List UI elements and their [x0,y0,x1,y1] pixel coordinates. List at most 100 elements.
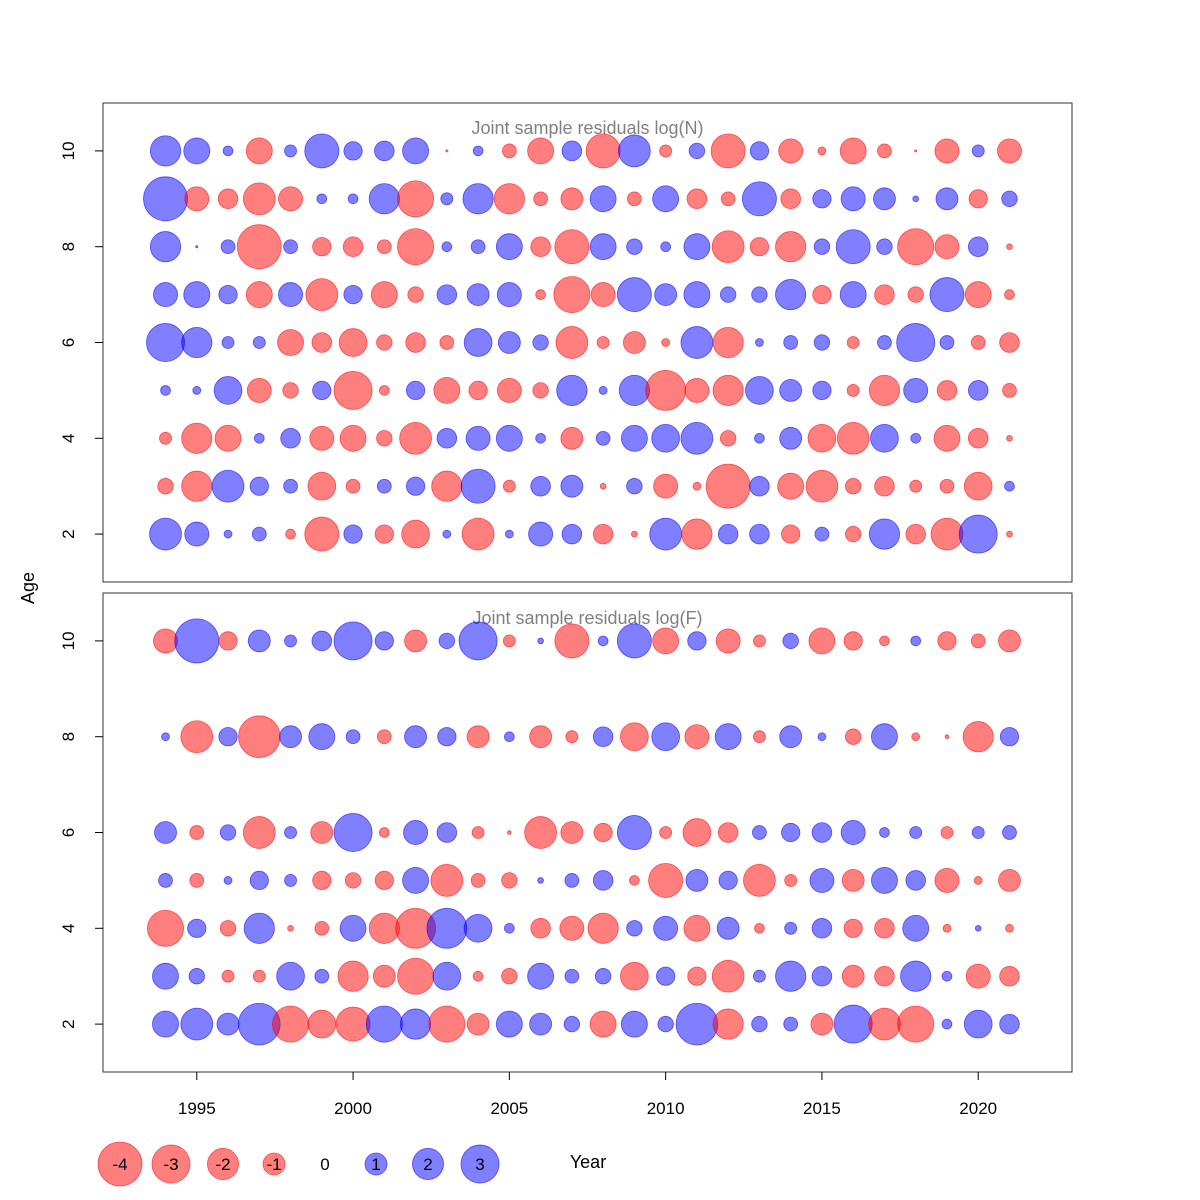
bubble-age2-1998 [272,1005,310,1043]
bubble-age10-2018 [914,149,918,153]
bubble-age4-2017 [870,423,899,453]
bubble-age4-2021 [1005,923,1014,933]
bubble-age3-2001 [376,478,392,494]
bubble-age2-2000 [343,524,363,544]
bubble-age3-2021 [999,965,1020,987]
bubble-age5-2009 [629,875,640,886]
legend-bubble [151,1144,191,1184]
bubble-age5-2012 [718,870,738,891]
bubble-age7-2008 [590,282,616,308]
bubble-age6-2005 [497,331,521,354]
bubble-age4-1995 [181,422,213,454]
bubble-age6-2008 [593,822,613,843]
bubble-age8-2013 [749,237,770,257]
bubble-age6-2000 [338,328,368,357]
bubble-age2-2021 [1006,530,1013,538]
bubble-age5-1994 [158,873,173,888]
bubble-age6-1997 [242,816,276,849]
bubble-age5-1994 [160,385,171,396]
bubble-age10-2005 [501,143,517,159]
bubble-age9-1997 [242,182,276,216]
bubble-age4-2001 [368,912,400,944]
bubble-age6-1997 [252,336,266,349]
bubble-age6-2004 [471,826,485,839]
bubble-age8-2007 [554,229,590,265]
bubble-age4-2021 [1006,434,1013,442]
bubble-age10-1995 [183,137,211,165]
panel-title: Joint sample residuals log(F) [472,608,702,628]
bubble-age10-2006 [527,137,555,165]
bubble-age3-2013 [752,969,766,983]
bubble-age6-2018 [896,323,936,362]
bubble-age6-2002 [405,332,426,353]
y-tick-label: 2 [59,529,78,538]
bubble-age2-1995 [180,1007,214,1041]
y-tick-label: 10 [59,631,78,650]
bubble-age8-2009 [626,238,643,255]
bubble-age2-2021 [999,1013,1020,1035]
bubble-age3-2016 [841,964,865,988]
bubble-age4-2020 [974,924,982,932]
bubble-age8-2018 [911,732,921,742]
bubble-age2-2002 [401,519,430,549]
bubble-age2-1994 [149,517,182,551]
bubble-age2-2012 [712,1008,744,1040]
bubble-age7-1997 [245,281,273,309]
bubble-age8-2006 [529,725,553,749]
bubble-age3-1997 [249,476,269,496]
bubble-age6-2007 [555,326,589,359]
bubble-age10-1999 [304,133,340,169]
bubble-age10-2004 [472,145,484,157]
bubble-age8-1996 [218,727,238,747]
bubble-age3-2021 [1004,480,1015,492]
legend-bubble [262,1152,286,1176]
bubble-age9-2001 [368,183,400,215]
bubble-age7-2014 [775,279,807,311]
bubble-age6-2010 [661,338,671,347]
panel-title: Joint sample residuals log(N) [471,118,703,138]
bubble-age2-2001 [374,524,394,544]
bubble-age10-2018 [910,635,922,647]
bubble-age4-2005 [495,424,523,452]
bubble-age3-2003 [432,961,462,991]
bubble-age2-2000 [335,1006,371,1042]
bubble-age10-1997 [247,629,271,653]
bubble-age3-1998 [283,478,298,494]
bubble-age8-2016 [845,728,862,745]
bubble-age9-2012 [720,191,736,207]
bubble-age6-1994 [154,821,177,844]
bubble-age3-2003 [431,470,463,502]
bubble-age5-2020 [973,876,983,885]
bubble-age3-2002 [405,476,426,496]
bubble-age2-2006 [528,521,554,547]
bubble-age8-2019 [934,234,960,260]
bubble-age6-2019 [940,826,954,839]
bubble-age2-2005 [504,529,514,539]
bubble-age6-1998 [277,329,304,356]
bubble-age8-1996 [220,239,236,255]
bubble-age6-1996 [221,336,235,349]
bubble-age7-2005 [496,282,522,308]
bubble-age2-2009 [631,530,638,538]
bubble-age2-1998 [285,528,296,540]
bubble-age9-2000 [347,193,359,205]
bubble-age3-2017 [874,475,895,497]
bubble-age3-2015 [811,965,833,987]
bubble-age6-2015 [813,334,831,351]
bubble-age10-2011 [687,631,707,651]
bubble-age6-2020 [970,335,986,350]
bubble-age8-2015 [813,238,831,255]
bubble-age9-2010 [652,185,680,213]
bubble-age9-2021 [1001,190,1018,207]
bubble-age5-2021 [1002,383,1017,398]
bubble-age5-2001 [374,870,394,891]
bubble-age8-2007 [565,730,579,744]
bubble-age8-2013 [752,730,766,744]
bubble-age2-2007 [563,1015,581,1033]
bubble-age6-2016 [840,820,866,845]
bubble-age5-1995 [192,386,202,395]
bubble-age5-2014 [784,873,798,887]
bubble-age5-2002 [402,866,429,894]
bubble-age6-2013 [752,825,767,840]
bubble-age8-2021 [999,727,1020,747]
